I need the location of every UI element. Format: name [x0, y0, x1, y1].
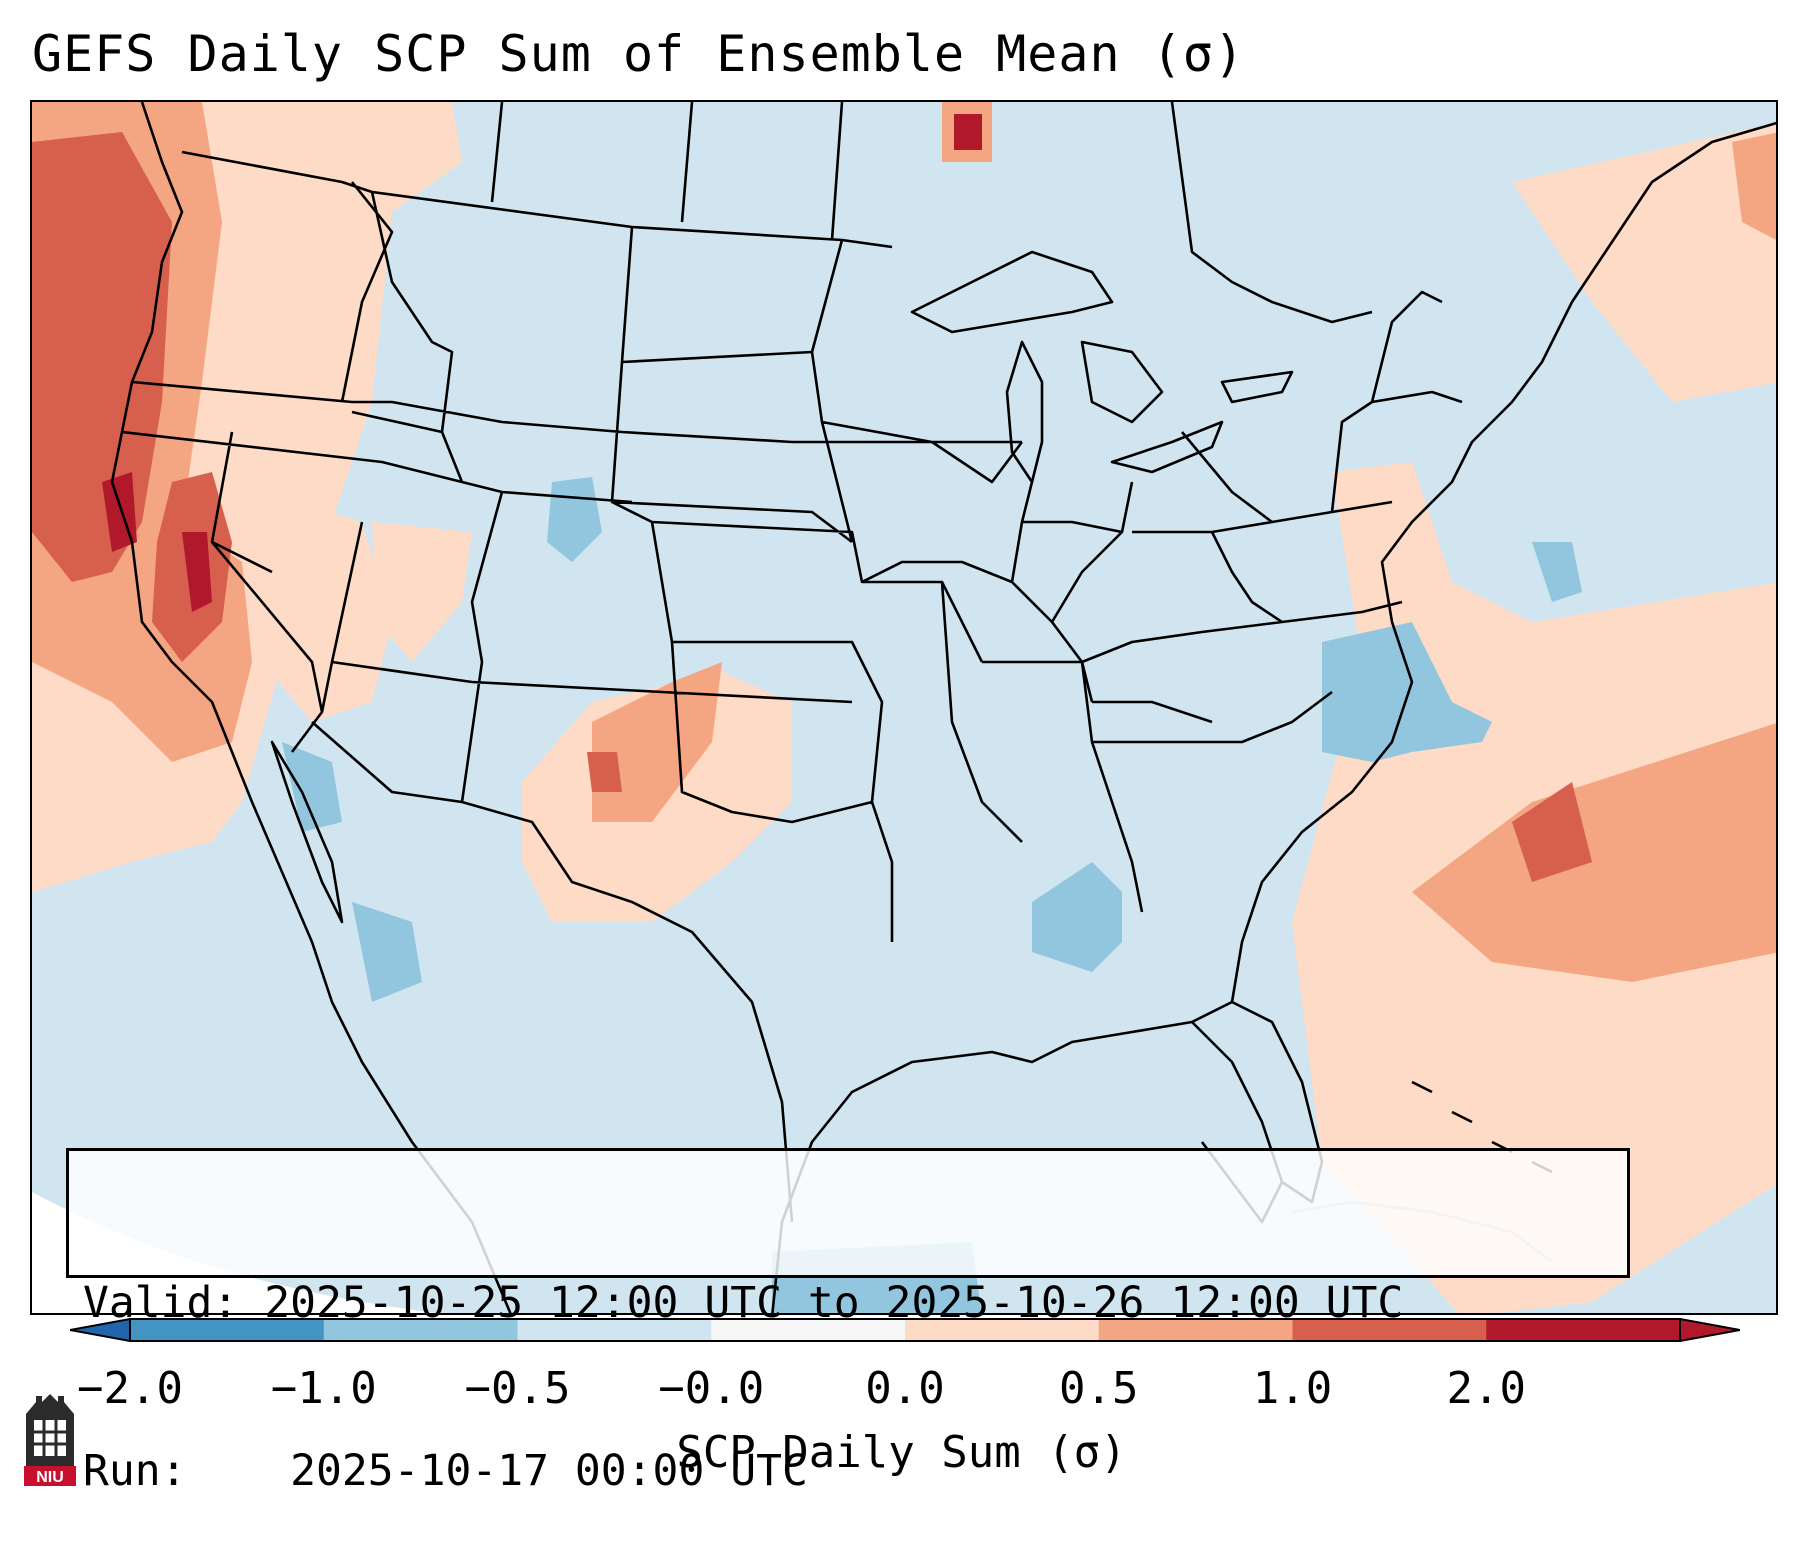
- west-coast: [110, 102, 512, 1313]
- logo-text: NIU: [36, 1469, 64, 1486]
- colorbar-outline: [129, 1318, 1681, 1342]
- colorbar-segment: [1098, 1319, 1293, 1341]
- colorbar-segment: [517, 1319, 712, 1341]
- anomaly-west-strong: [32, 132, 172, 582]
- map-canvas[interactable]: [32, 102, 1778, 1315]
- anomaly-north-max: [954, 114, 982, 150]
- anomaly-atlantic-moderate: [1412, 723, 1776, 982]
- anomaly-nm-max: [587, 752, 622, 792]
- run-value: 2025-10-17 00:00 UTC: [290, 1446, 808, 1496]
- colorbar-segment: [1292, 1319, 1487, 1341]
- lake-ontario: [1220, 370, 1294, 404]
- anomaly-carolina-neg: [1322, 622, 1492, 762]
- lake-superior: [910, 250, 1114, 334]
- anomaly-maine: [1732, 132, 1776, 240]
- anomaly-great-basin: [232, 482, 392, 722]
- anomaly-idaho: [372, 522, 472, 662]
- colorbar-tick-label: −1.0: [270, 1363, 377, 1414]
- domain-edge: [32, 1192, 438, 1313]
- east-coast: [1230, 121, 1776, 1003]
- colorbar-segment: [905, 1319, 1100, 1341]
- colorbar-tick-label: 2.0: [1446, 1363, 1526, 1414]
- anomaly-nm-tx-moderate: [592, 662, 722, 822]
- colorbar-tick-label: −2.0: [77, 1363, 183, 1414]
- map-panel[interactable]: [30, 100, 1778, 1315]
- mexico-border: [311, 721, 794, 1223]
- lake-huron: [1080, 340, 1164, 424]
- colorbar-tick-label: −0.5: [464, 1363, 571, 1414]
- colorbar-tick-label: 0.5: [1059, 1363, 1139, 1414]
- run-label: Run:: [83, 1446, 187, 1496]
- canada-border: [181, 150, 893, 249]
- colorbar-segment: [130, 1319, 325, 1341]
- bahamas: [1411, 1080, 1553, 1174]
- valid-time-box: Valid: 2025-10-25 12:00 UTC to 2025-10-2…: [66, 1148, 1630, 1496]
- anomaly-fields: [32, 102, 1776, 1313]
- state-lines: [121, 181, 1463, 942]
- canada-provinces: [490, 102, 1373, 324]
- colorbar-segment: [711, 1319, 906, 1341]
- anomaly-atlantic-neg: [1532, 542, 1582, 602]
- colorbar-tick-label: 1.0: [1252, 1363, 1333, 1414]
- run-row: Run: 2025-10-17 00:00 UTC: [83, 1443, 1627, 1499]
- anomaly-mexico-neg: [352, 902, 422, 1002]
- lake-erie: [1110, 420, 1224, 474]
- boundaries: [110, 102, 1776, 1313]
- niu-logo: NIU: [24, 1394, 76, 1486]
- map-title: GEFS Daily SCP Sum of Ensemble Mean (σ): [32, 25, 1245, 83]
- colorbar-label: SCP Daily Sum (σ): [676, 1427, 1127, 1478]
- anomaly-colorado-neg: [547, 477, 602, 562]
- colorbar-extend-max: [1679, 1318, 1740, 1342]
- anomaly-atlantic-strong: [1512, 782, 1592, 882]
- colorbar: [70, 1318, 1740, 1342]
- colorbar-segment: [323, 1319, 518, 1341]
- anomaly-gulf-neg: [1032, 862, 1122, 972]
- colorbar-tick-label: −0.0: [658, 1363, 765, 1414]
- colorbar-extend-min: [70, 1318, 131, 1342]
- lake-michigan: [1005, 340, 1044, 484]
- baja-peninsula: [270, 740, 344, 924]
- anomaly-northeast: [1512, 122, 1776, 402]
- anomaly-baja-neg: [282, 742, 342, 832]
- colorbar-segment: [1486, 1319, 1681, 1341]
- colorbar-tick-label: 0.0: [865, 1363, 945, 1414]
- anomaly-ca-max: [182, 532, 212, 612]
